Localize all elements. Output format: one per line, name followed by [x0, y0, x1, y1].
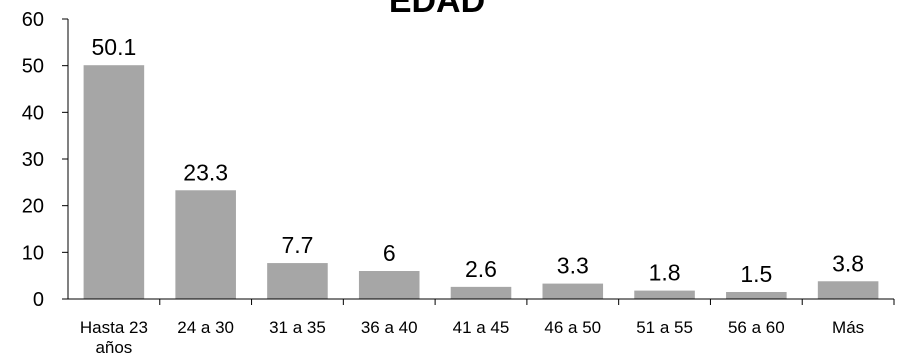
- data-label: 1.5: [740, 261, 772, 287]
- x-tick-label: 24 a 30: [177, 318, 234, 337]
- x-tick-label: 51 a 55: [636, 318, 693, 337]
- bar: [634, 290, 695, 299]
- y-tick-label: 20: [22, 196, 44, 218]
- bar: [542, 283, 604, 299]
- bar: [358, 271, 420, 299]
- y-tick-label: 60: [22, 9, 44, 31]
- data-label: 6: [383, 240, 396, 266]
- x-tick-label: 46 a 50: [544, 318, 601, 337]
- y-tick-label: 50: [22, 56, 44, 78]
- data-label: 1.8: [649, 260, 681, 286]
- x-tick-label: Hasta 23: [80, 318, 148, 337]
- x-tick-label: 31 a 35: [269, 318, 326, 337]
- data-label: 3.8: [832, 250, 864, 276]
- bar: [817, 281, 879, 299]
- y-tick-label: 10: [22, 242, 44, 264]
- bar: [175, 190, 236, 299]
- data-labels-group: 50.1 23.3 7.7 6 2.6 3.3 1.8 1.5 3.8: [92, 34, 865, 287]
- x-tick-label: Más: [832, 318, 864, 337]
- bar: [726, 292, 787, 299]
- chart-title: EDAD: [389, 0, 485, 20]
- y-tick-label: 30: [22, 149, 44, 171]
- x-tick-label: 56 a 60: [728, 318, 785, 337]
- bar: [267, 263, 328, 299]
- data-label: 2.6: [465, 256, 497, 282]
- y-tick-label: 40: [22, 102, 44, 124]
- data-label: 50.1: [92, 34, 137, 60]
- data-label: 23.3: [183, 159, 228, 185]
- bars-group: [83, 65, 879, 299]
- bar: [450, 286, 512, 299]
- y-axis: 0 10 20 30 40 50 60: [22, 9, 69, 311]
- bar: [83, 65, 145, 299]
- data-label: 3.3: [557, 253, 589, 279]
- x-tick-label: 36 a 40: [361, 318, 418, 337]
- y-tick-label: 0: [33, 289, 44, 311]
- data-label: 7.7: [281, 232, 313, 258]
- x-tick-label: años: [95, 338, 132, 357]
- x-tick-label: 41 a 45: [453, 318, 510, 337]
